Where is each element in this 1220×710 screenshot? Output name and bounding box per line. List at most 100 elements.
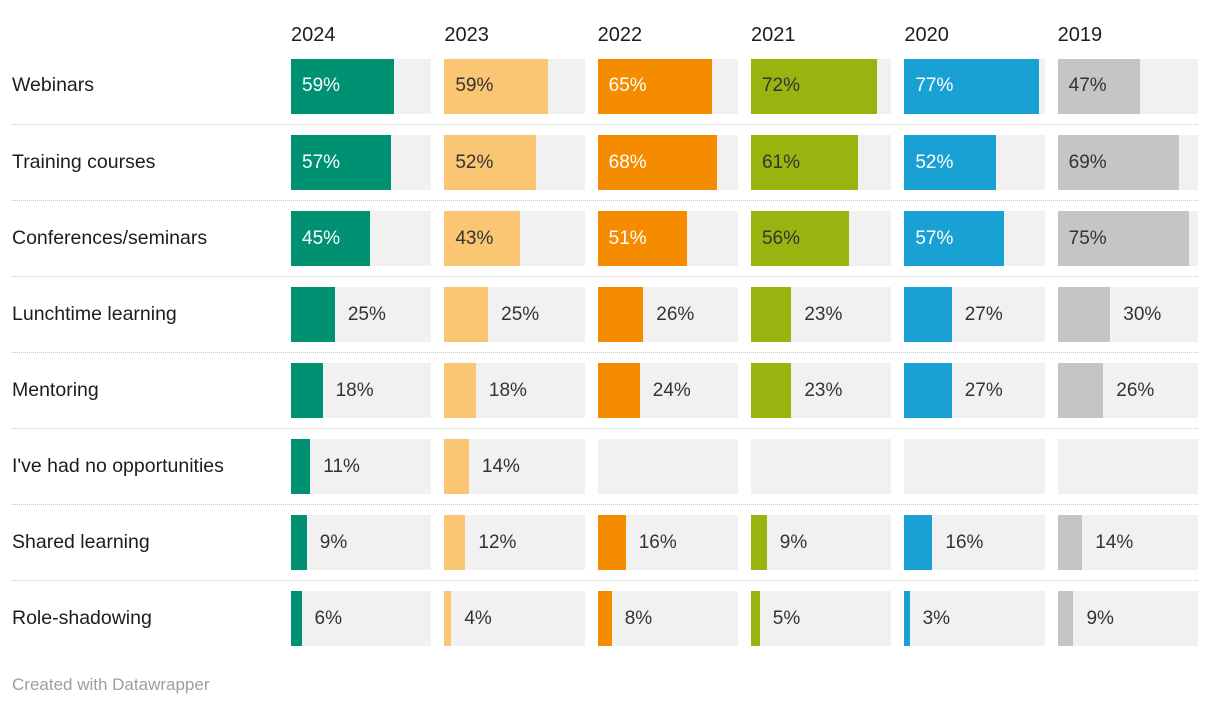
bar (597, 58, 712, 114)
bar-cell-2024: 59% (291, 58, 432, 114)
bar-track: 14% (444, 439, 585, 494)
value-label: 56% (761, 227, 801, 249)
bar (444, 135, 536, 190)
bar-cell-2019: 14% (1057, 515, 1198, 570)
value-label: 57% (915, 227, 954, 249)
bar (904, 211, 1005, 266)
bar-track: 16% (597, 515, 738, 570)
bar-cell-2021: 56% (750, 211, 892, 266)
bar-cell-2023: 14% (444, 439, 585, 494)
bar-track: 56% (750, 211, 892, 266)
value-label: 59% (302, 75, 341, 96)
bar-track: 52% (444, 135, 585, 190)
value-label: 14% (1095, 531, 1134, 553)
bar-cell-2019: 75% (1057, 211, 1198, 266)
value-label: 16% (638, 531, 677, 553)
year-label-2019: 2019 (1057, 24, 1103, 46)
bar-track: 69% (1057, 135, 1198, 190)
bar-cell-2024: 6% (291, 591, 432, 646)
category-label: Webinars (12, 74, 95, 97)
value-label: 75% (1068, 227, 1107, 249)
bar (444, 515, 466, 570)
bar-track: 5% (750, 591, 892, 646)
bar-cell-2021: 9% (750, 515, 892, 570)
bar (750, 135, 858, 190)
value-label: 6% (314, 607, 342, 629)
bar-track: 9% (291, 515, 432, 570)
bar (291, 135, 391, 190)
bar-track (597, 439, 738, 494)
table-row: Shared learning 9% 12% 16% 9% 16% 14% (12, 504, 1198, 580)
value-label: 9% (1086, 607, 1114, 629)
bar (904, 287, 952, 342)
bar-cell-2024: 25% (291, 287, 432, 342)
bar-cell-2019: 69% (1057, 135, 1198, 190)
bar-track: 27% (904, 363, 1045, 418)
bar (291, 287, 335, 342)
bar-track: 43% (444, 211, 585, 266)
value-label: 26% (1116, 379, 1155, 401)
bar (444, 363, 476, 418)
bar-track: 25% (444, 287, 585, 342)
bar-cell-2022: 65% (597, 58, 738, 114)
bar-track: 30% (1057, 287, 1198, 342)
bar-track: 25% (291, 287, 432, 342)
value-label: 25% (501, 303, 540, 325)
year-label-2021: 2021 (750, 24, 796, 46)
bar-cell-2020: 27% (904, 363, 1045, 418)
bar-cell-2022: 8% (597, 591, 738, 646)
value-label: 52% (455, 151, 494, 173)
bar (1057, 58, 1141, 114)
bar (291, 439, 311, 494)
value-label: 27% (964, 379, 1003, 401)
bar-track: 26% (597, 287, 738, 342)
bar-track (750, 439, 892, 494)
category-label: Lunchtime learning (12, 302, 177, 325)
bar-track: 59% (291, 58, 432, 114)
bar (291, 58, 395, 114)
bar-cell-2023: 52% (444, 135, 585, 190)
bar (750, 515, 767, 570)
value-label: 59% (455, 75, 494, 96)
bar-cell-2023: 43% (444, 211, 585, 266)
value-label: 65% (608, 75, 647, 96)
bar-cell-2024: 9% (291, 515, 432, 570)
bar (291, 211, 370, 266)
bar-cell-2022: 16% (597, 515, 738, 570)
bar (444, 211, 520, 266)
bar-track: 3% (904, 591, 1045, 646)
value-label: 26% (656, 303, 695, 325)
bar-cell-2023: 12% (444, 515, 585, 570)
value-label: 5% (772, 607, 801, 629)
bar-cell-2023: 59% (444, 58, 585, 114)
bar-track: 75% (1057, 211, 1198, 266)
bar-cell-2021: 23% (750, 287, 892, 342)
bar (1057, 363, 1104, 418)
value-label: 11% (323, 455, 360, 477)
value-label: 43% (455, 227, 494, 249)
bar (1057, 591, 1074, 646)
value-label: 24% (652, 379, 691, 401)
bar-cell-2022: 68% (597, 135, 738, 190)
bar-track: 72% (750, 58, 892, 114)
bar-track: 61% (750, 135, 892, 190)
bar-cell-2019: 26% (1057, 363, 1198, 418)
value-label: 4% (464, 607, 492, 629)
bar-cell-2021: 5% (750, 591, 892, 646)
value-label: 27% (964, 303, 1003, 325)
value-label: 47% (1068, 75, 1107, 96)
bar-track: 14% (1057, 515, 1198, 570)
bar-track: 23% (750, 363, 892, 418)
bar-cell-2019: 30% (1057, 287, 1198, 342)
bar (750, 287, 792, 342)
bar (904, 515, 933, 570)
table-row: Mentoring 18% 18% 24% 23% 27% 26% (12, 352, 1198, 428)
bar (597, 515, 626, 570)
category-label: Conferences/seminars (12, 226, 208, 249)
table-row: Training courses 57% 52% 68% 61% 52% 69% (12, 124, 1198, 200)
category-label: Role-shadowing (12, 606, 152, 629)
table-row: Lunchtime learning 25% 25% 26% 23% 27% 30% (12, 276, 1198, 352)
bar-track: 59% (444, 58, 585, 114)
bar-track: 6% (291, 591, 432, 646)
year-header-row: 2024 2023 2022 2021 2020 2019 (12, 10, 1198, 48)
